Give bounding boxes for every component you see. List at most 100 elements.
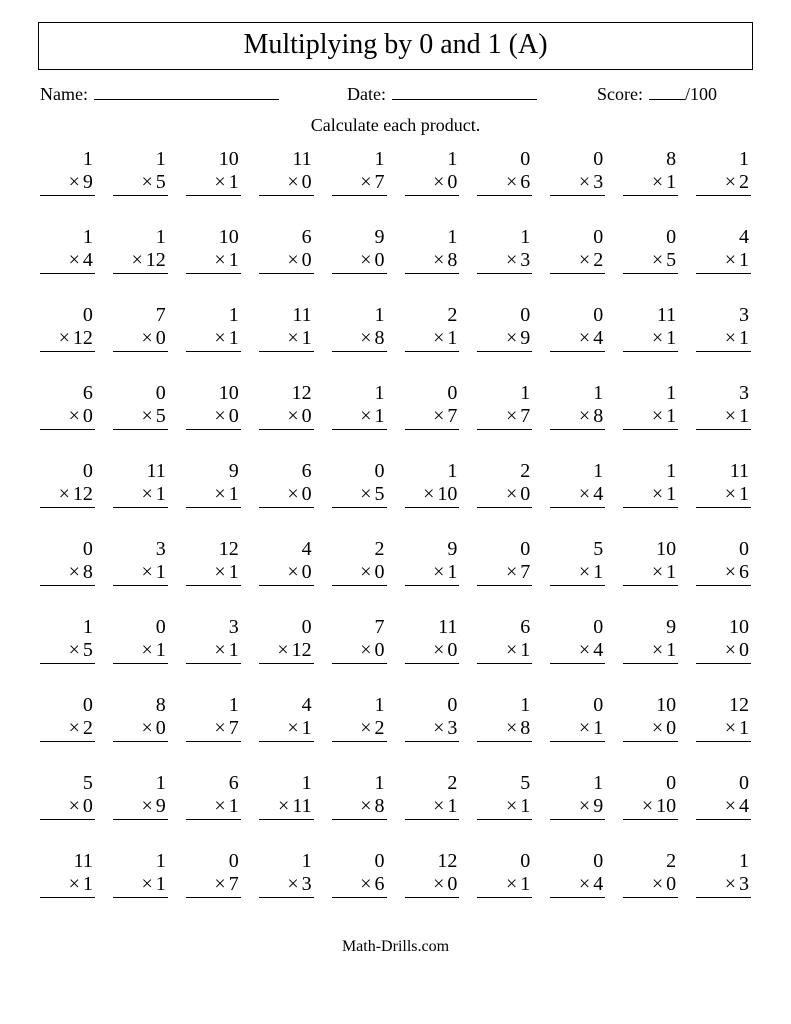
- multiply-sign: ×: [287, 405, 298, 427]
- multiply-sign: ×: [287, 561, 298, 583]
- multiplier-row: ×0: [405, 873, 460, 898]
- multiplier-row: ×1: [40, 873, 95, 898]
- multiply-sign: ×: [142, 795, 153, 817]
- multiply-sign: ×: [214, 171, 225, 193]
- multiply-sign: ×: [278, 795, 289, 817]
- multiplier: 1: [666, 483, 676, 505]
- multiplier: 6: [739, 561, 749, 583]
- multiplier: 0: [520, 483, 530, 505]
- multiplicand: 8: [113, 694, 168, 717]
- multiplier: 4: [83, 249, 93, 271]
- multiply-sign: ×: [652, 717, 663, 739]
- multiply-sign: ×: [579, 561, 590, 583]
- multiplication-problem: 5×1: [550, 538, 605, 586]
- multiplicand: 9: [623, 616, 678, 639]
- multiply-sign: ×: [579, 171, 590, 193]
- multiplier: 0: [447, 873, 457, 895]
- multiplier: 1: [593, 717, 603, 739]
- multiplicand: 0: [186, 850, 241, 873]
- multiplier-row: ×4: [40, 249, 95, 274]
- multiplier: 0: [302, 249, 312, 271]
- multiplier-row: ×1: [186, 249, 241, 274]
- multiplier-row: ×10: [405, 483, 460, 508]
- multiplicand: 0: [550, 304, 605, 327]
- multiply-sign: ×: [214, 327, 225, 349]
- multiply-sign: ×: [69, 171, 80, 193]
- multiplier: 4: [593, 639, 603, 661]
- multiplication-problem: 0×12: [40, 304, 95, 352]
- multiplier: 12: [73, 483, 93, 505]
- multiplier-row: ×1: [623, 483, 678, 508]
- multiplication-problem: 0×1: [113, 616, 168, 664]
- multiplier: 1: [666, 639, 676, 661]
- multiply-sign: ×: [579, 327, 590, 349]
- multiplicand: 1: [477, 382, 532, 405]
- multiplier: 1: [156, 561, 166, 583]
- multiplicand: 11: [40, 850, 95, 873]
- multiplier: 1: [375, 405, 385, 427]
- multiplier-row: ×5: [113, 405, 168, 430]
- multiply-sign: ×: [360, 873, 371, 895]
- multiply-sign: ×: [725, 249, 736, 271]
- multiplication-problem: 1×2: [332, 694, 387, 742]
- multiplicand: 0: [696, 538, 751, 561]
- multiplier-row: ×1: [477, 795, 532, 820]
- multiplier: 0: [83, 795, 93, 817]
- multiplication-problem: 1×5: [113, 148, 168, 196]
- multiplier: 4: [593, 483, 603, 505]
- multiply-sign: ×: [433, 873, 444, 895]
- multiplier-row: ×2: [332, 717, 387, 742]
- multiplicand: 12: [696, 694, 751, 717]
- multiplier-row: ×1: [113, 483, 168, 508]
- multiply-sign: ×: [287, 483, 298, 505]
- multiply-sign: ×: [725, 483, 736, 505]
- multiplicand: 0: [550, 148, 605, 171]
- multiplier-row: ×12: [113, 249, 168, 274]
- multiply-sign: ×: [652, 171, 663, 193]
- multiplication-problem: 1×9: [113, 772, 168, 820]
- multiplication-problem: 1×8: [550, 382, 605, 430]
- multiplication-problem: 5×0: [40, 772, 95, 820]
- multiplication-problem: 0×10: [623, 772, 678, 820]
- multiplier-row: ×2: [550, 249, 605, 274]
- multiplicand: 7: [113, 304, 168, 327]
- multiply-sign: ×: [725, 795, 736, 817]
- multiplication-problem: 1×8: [332, 772, 387, 820]
- multiplier: 1: [302, 327, 312, 349]
- multiplier-row: ×6: [696, 561, 751, 586]
- multiplication-problem: 10×0: [623, 694, 678, 742]
- multiplier: 3: [593, 171, 603, 193]
- multiplicand: 1: [623, 460, 678, 483]
- multiplier-row: ×1: [696, 249, 751, 274]
- multiplication-problem: 12×1: [696, 694, 751, 742]
- multiplier: 3: [447, 717, 457, 739]
- multiplier-row: ×1: [113, 639, 168, 664]
- multiplication-problem: 0×7: [405, 382, 460, 430]
- multiplication-problem: 0×6: [696, 538, 751, 586]
- multiplier-row: ×0: [623, 717, 678, 742]
- multiplier-row: ×1: [623, 561, 678, 586]
- multiplier: 1: [229, 171, 239, 193]
- multiplication-problem: 2×0: [332, 538, 387, 586]
- multiply-sign: ×: [142, 639, 153, 661]
- multiplication-problem: 0×4: [550, 850, 605, 898]
- multiply-sign: ×: [214, 639, 225, 661]
- multiply-sign: ×: [652, 249, 663, 271]
- multiply-sign: ×: [506, 717, 517, 739]
- multiplicand: 1: [405, 460, 460, 483]
- multiplicand: 11: [623, 304, 678, 327]
- multiplication-problem: 5×1: [477, 772, 532, 820]
- multiplicand: 1: [332, 304, 387, 327]
- multiplicand: 2: [477, 460, 532, 483]
- multiply-sign: ×: [214, 717, 225, 739]
- multiplicand: 0: [40, 460, 95, 483]
- multiplier: 2: [83, 717, 93, 739]
- multiplier: 1: [739, 249, 749, 271]
- multiplier: 0: [302, 405, 312, 427]
- multiplier: 1: [229, 249, 239, 271]
- multiplication-problem: 1×3: [259, 850, 314, 898]
- multiply-sign: ×: [506, 249, 517, 271]
- multiplication-problem: 2×1: [405, 772, 460, 820]
- multiply-sign: ×: [725, 873, 736, 895]
- multiplier: 8: [375, 795, 385, 817]
